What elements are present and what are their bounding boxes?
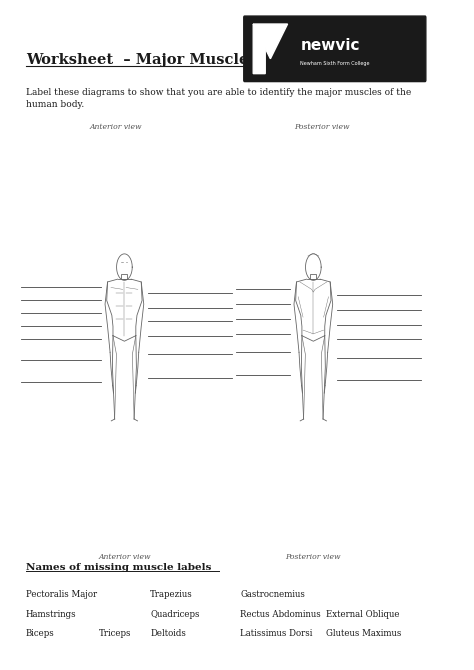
Polygon shape <box>253 24 288 59</box>
Text: Anterior view: Anterior view <box>98 553 151 561</box>
Text: Quadriceps: Quadriceps <box>150 610 200 618</box>
Text: Pectoralis Major: Pectoralis Major <box>26 590 97 599</box>
Text: Posterior view: Posterior view <box>294 123 350 131</box>
Text: Worksheet  – Major Muscles: Worksheet – Major Muscles <box>26 54 256 68</box>
Text: Deltoids: Deltoids <box>150 629 186 639</box>
Text: Gluteus Maximus: Gluteus Maximus <box>326 629 401 639</box>
Text: Anterior view: Anterior view <box>90 123 142 131</box>
Text: Biceps: Biceps <box>26 629 55 639</box>
Text: Trapezius: Trapezius <box>150 590 193 599</box>
Text: External Oblique: External Oblique <box>326 610 400 618</box>
Text: Rectus Abdominus: Rectus Abdominus <box>240 610 321 618</box>
Text: Latissimus Dorsi: Latissimus Dorsi <box>240 629 313 639</box>
Text: Hamstrings: Hamstrings <box>26 610 76 618</box>
Text: Posterior view: Posterior view <box>285 553 341 561</box>
Text: Newham Sixth Form College: Newham Sixth Form College <box>301 61 370 66</box>
FancyBboxPatch shape <box>244 16 426 82</box>
Text: Label these diagrams to show that you are able to identify the major muscles of : Label these diagrams to show that you ar… <box>26 88 411 109</box>
Polygon shape <box>121 273 128 279</box>
Text: newvic: newvic <box>301 38 360 53</box>
Text: Gastrocnemius: Gastrocnemius <box>240 590 305 599</box>
Text: Triceps: Triceps <box>99 629 131 639</box>
Text: Names of missing muscle labels: Names of missing muscle labels <box>26 563 211 572</box>
Polygon shape <box>253 24 265 74</box>
Polygon shape <box>310 273 316 279</box>
